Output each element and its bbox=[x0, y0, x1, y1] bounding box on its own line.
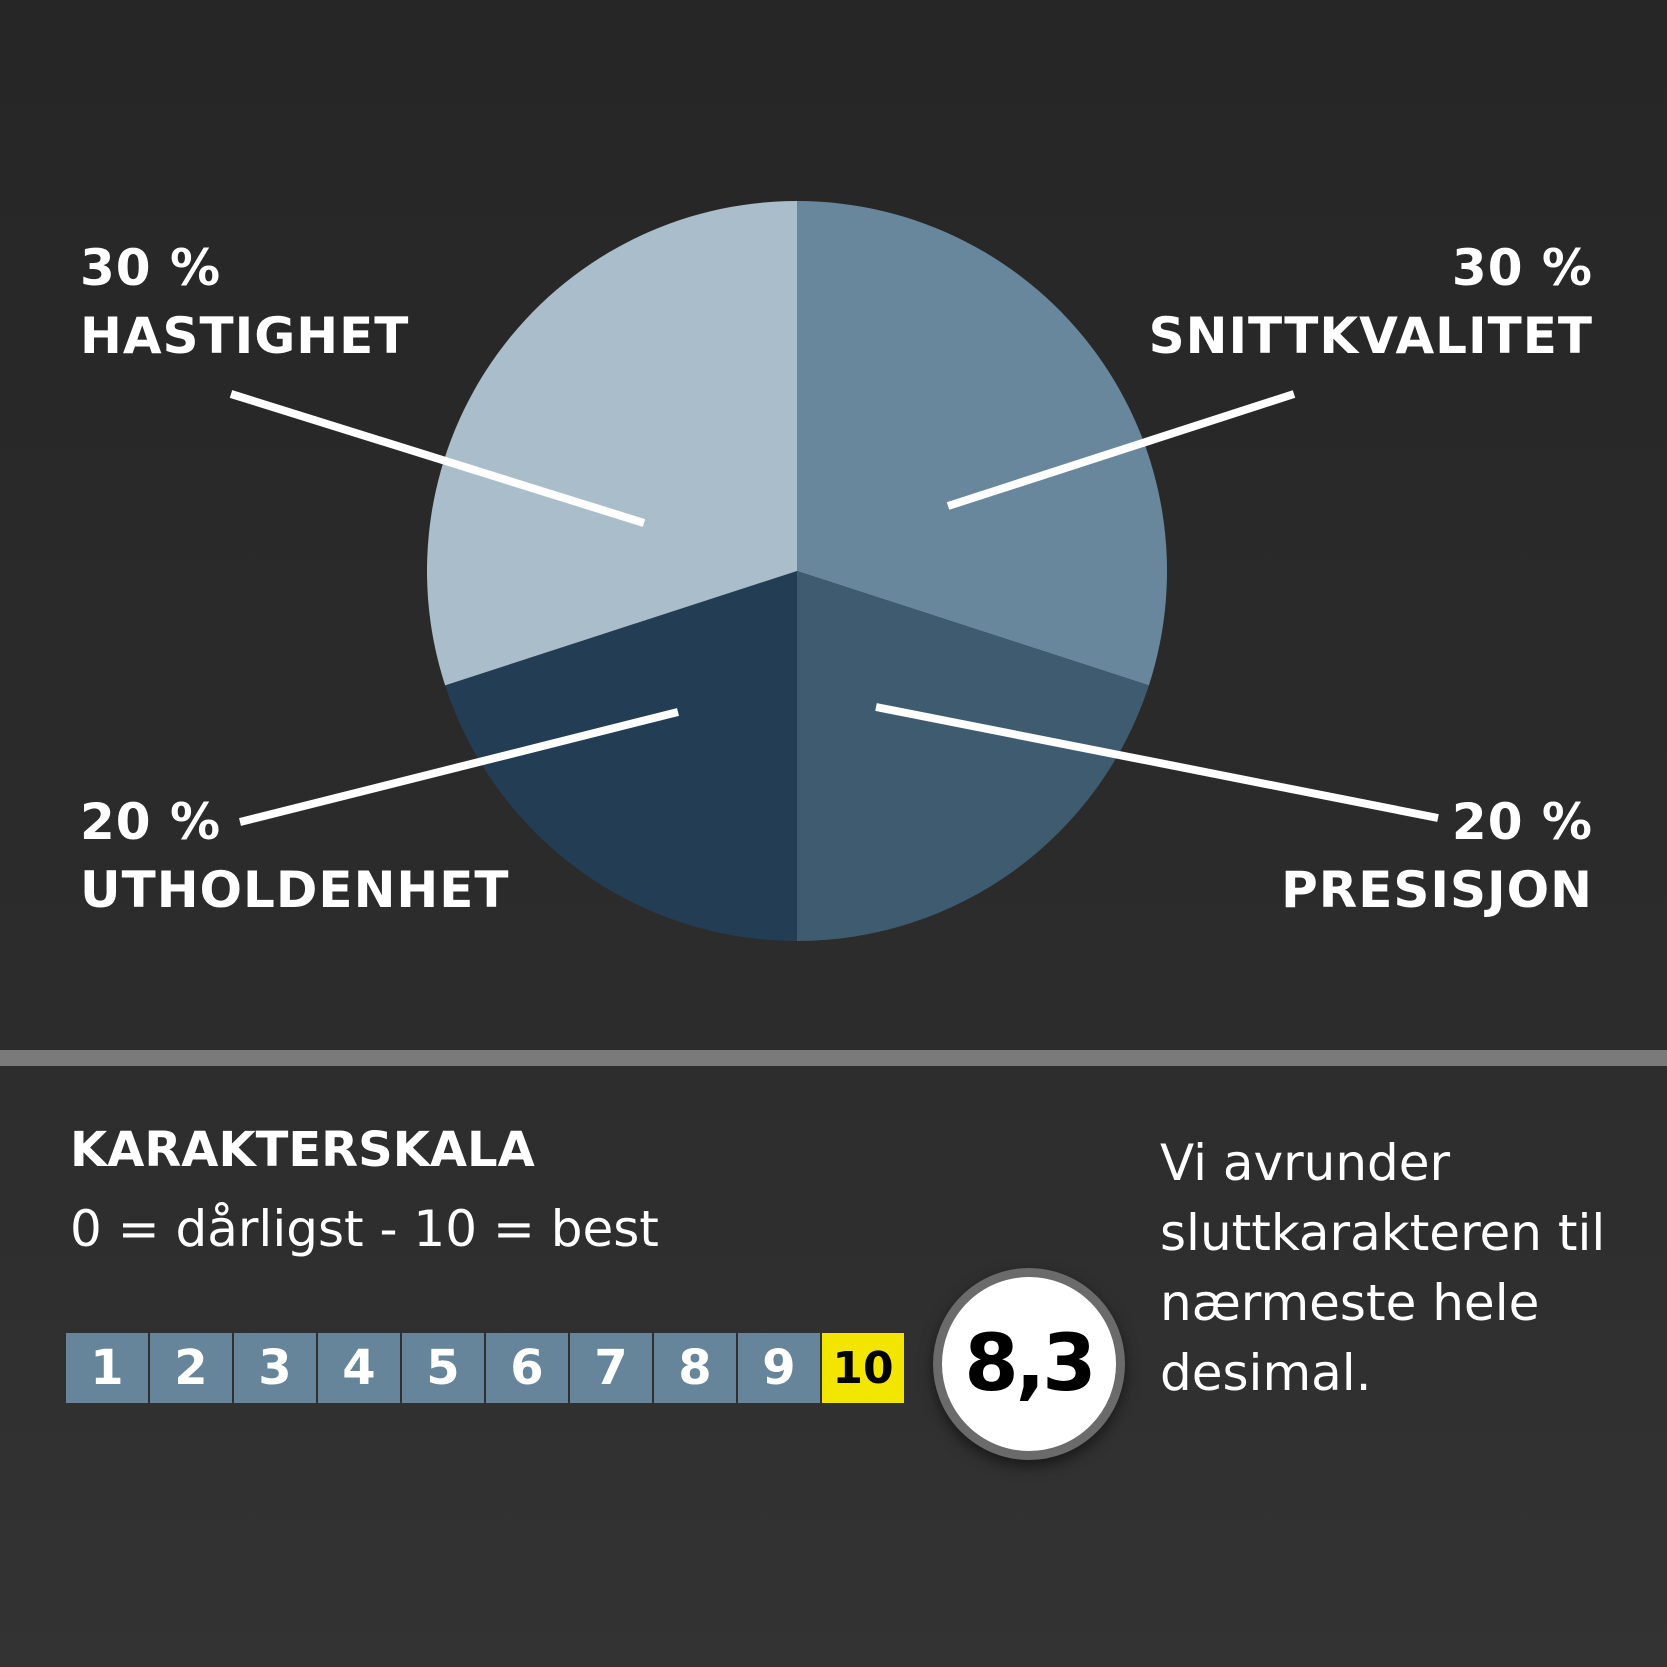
label-utholdenhet: 20 % UTHOLDENHET bbox=[80, 793, 510, 919]
grade-box: 8 bbox=[654, 1333, 736, 1403]
scale-title: KARAKTERSKALA bbox=[70, 1122, 535, 1178]
grade-box: 3 bbox=[234, 1333, 316, 1403]
grade-box: 4 bbox=[318, 1333, 400, 1403]
pie-slice-utholdenhet bbox=[445, 571, 797, 941]
pie-slice-snittkvalitet bbox=[797, 201, 1167, 686]
grade-box: 6 bbox=[486, 1333, 568, 1403]
label-hastighet: 30 % HASTIGHET bbox=[80, 239, 410, 365]
divider bbox=[0, 1050, 1667, 1066]
pie-slice-hastighet bbox=[426, 201, 797, 686]
grade-box: 7 bbox=[570, 1333, 652, 1403]
grade-box: 9 bbox=[738, 1333, 820, 1403]
label-presisjon: 20 % PRESISJON bbox=[1281, 793, 1593, 919]
leader-line-hastighet bbox=[229, 390, 646, 527]
label-snittkvalitet: 30 % SNITTKVALITET bbox=[1148, 239, 1593, 365]
leader-line-utholdenhet bbox=[239, 708, 679, 826]
grade-box: 5 bbox=[402, 1333, 484, 1403]
rounding-note: Vi avrunder sluttkarakteren til nærmeste… bbox=[1160, 1134, 1606, 1402]
leader-line-snittkvalitet bbox=[946, 390, 1296, 510]
scale-subtitle: 0 = dårligst - 10 = best bbox=[70, 1200, 659, 1258]
grade-box: 10 bbox=[822, 1333, 904, 1403]
leader-line-presisjon bbox=[875, 703, 1439, 822]
grade-scale: 1 2 3 4 5 6 7 8 9 10 bbox=[66, 1333, 904, 1403]
result-badge: 8,3 bbox=[933, 1268, 1125, 1460]
grade-box: 1 bbox=[66, 1333, 148, 1403]
pie-chart bbox=[229, 201, 1439, 941]
grade-box: 2 bbox=[150, 1333, 232, 1403]
pie-slice-presisjon bbox=[797, 571, 1149, 941]
